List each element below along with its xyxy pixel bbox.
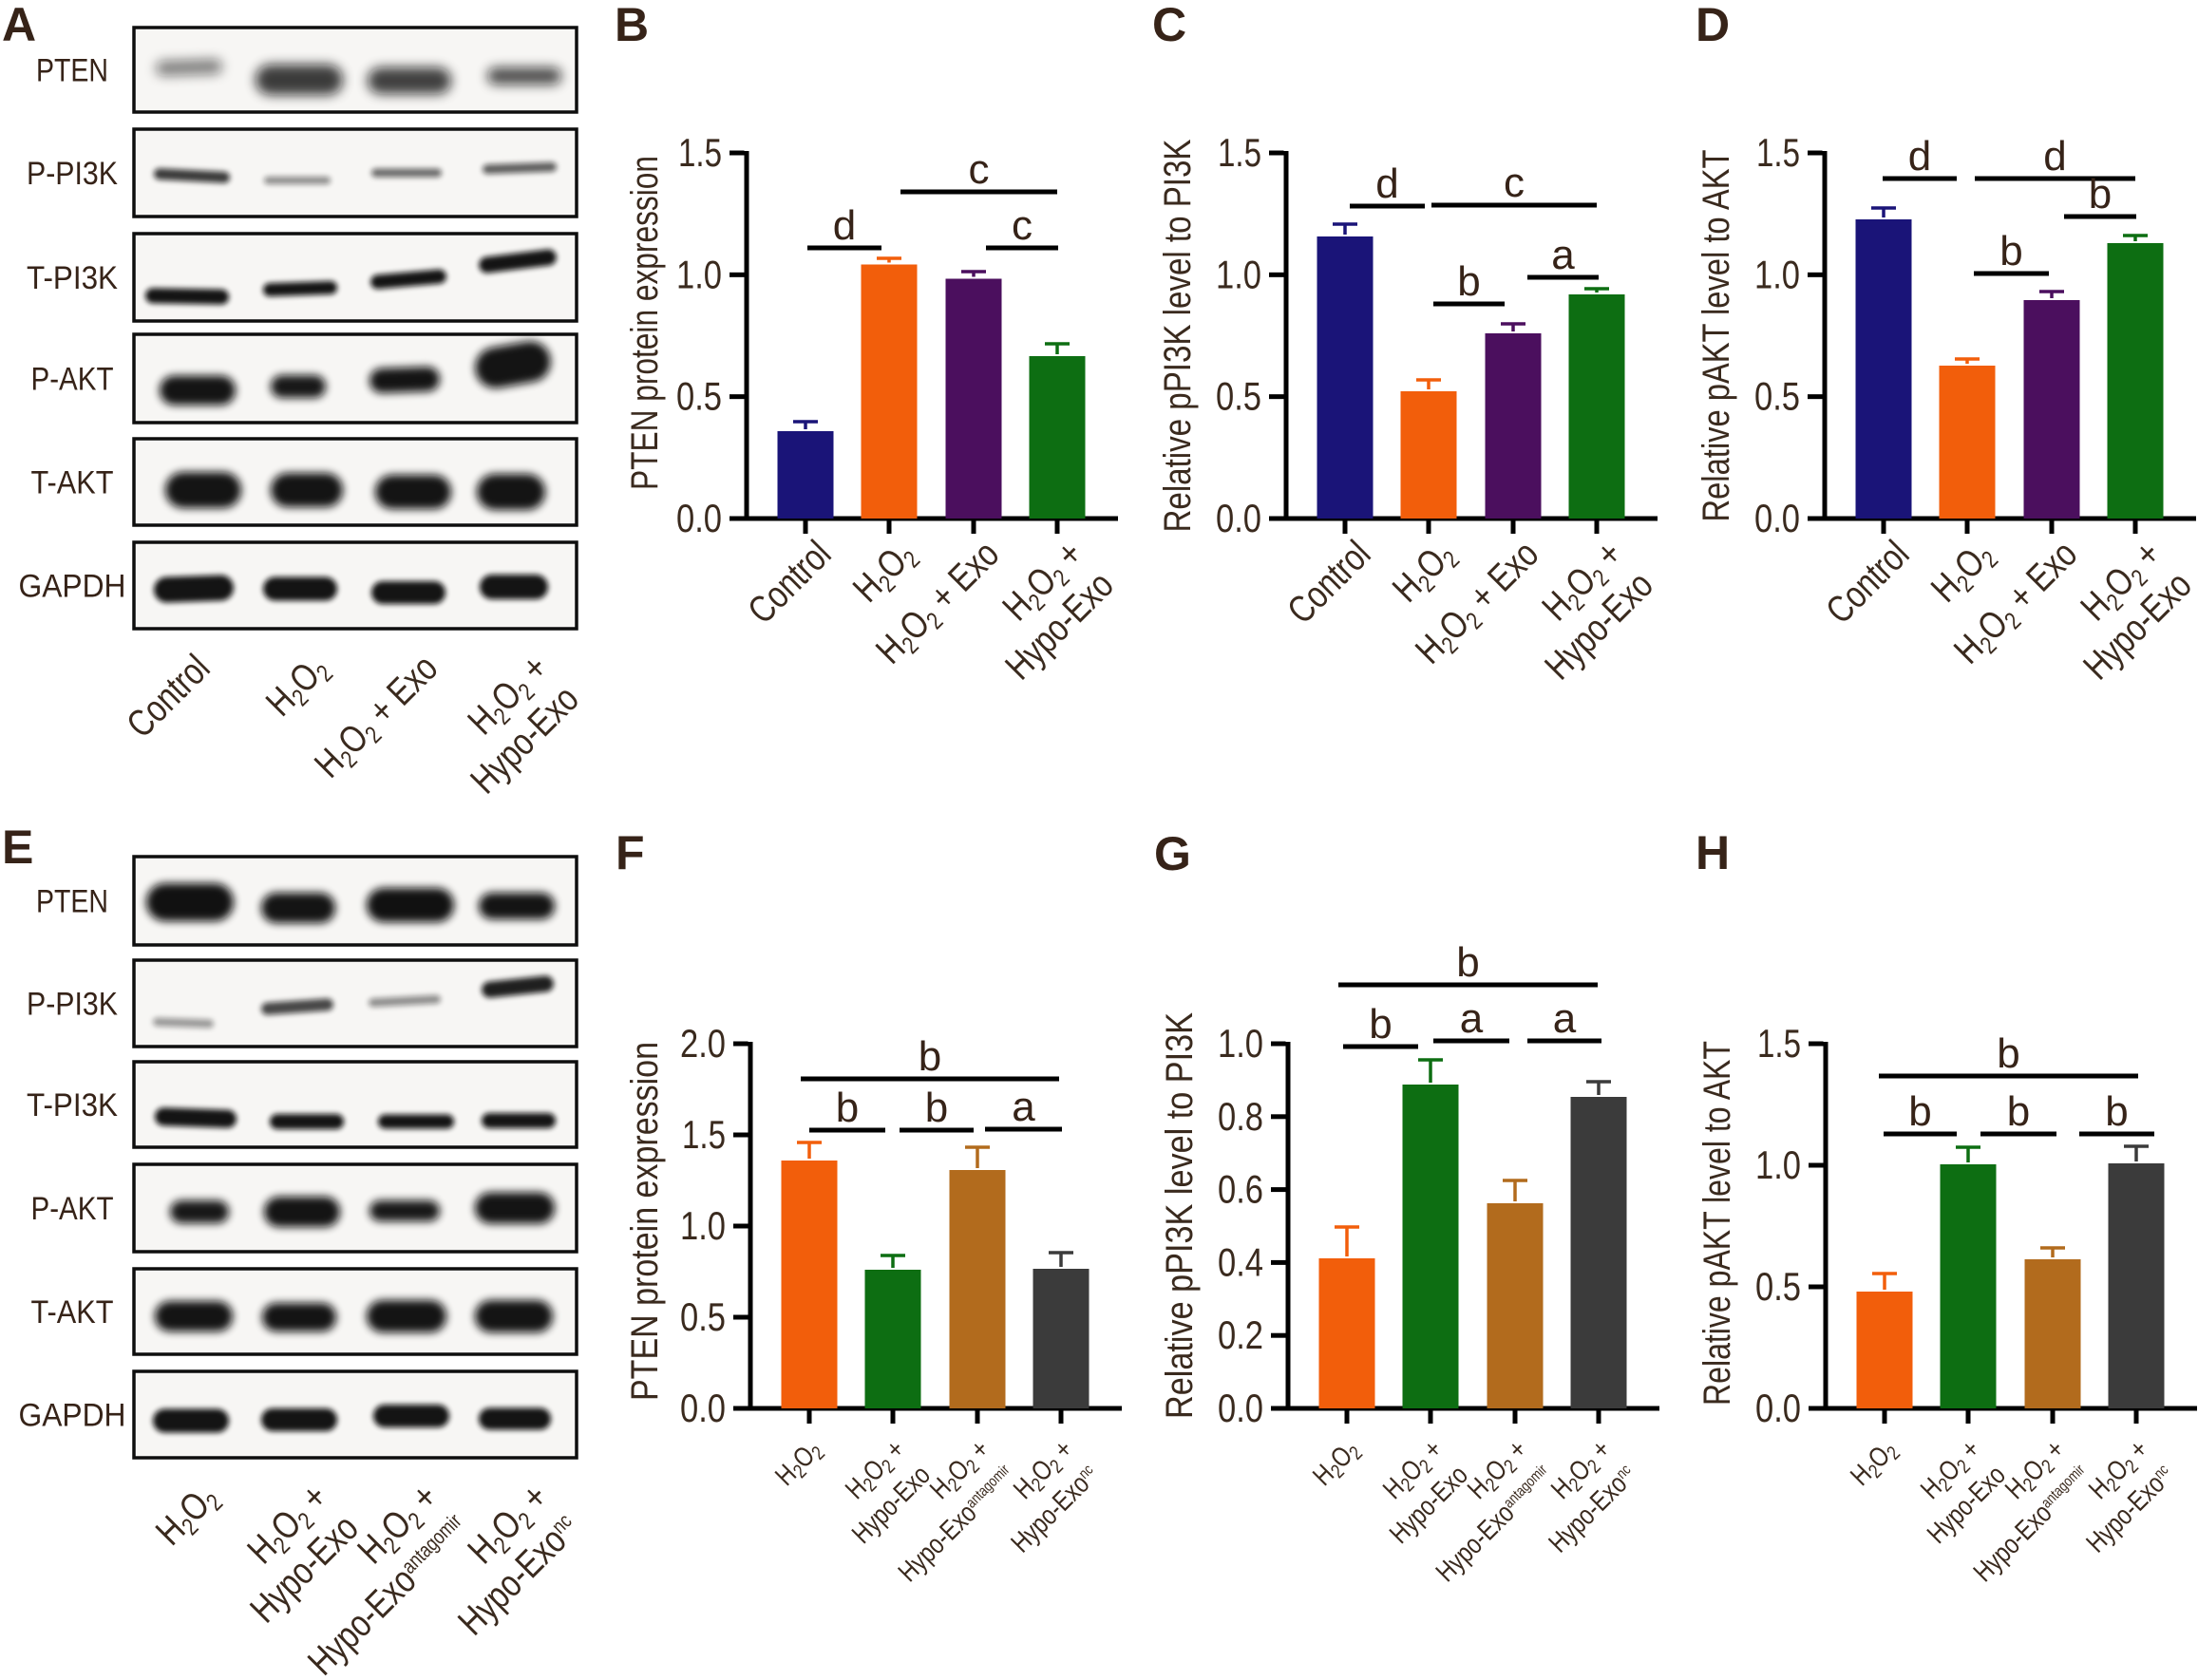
svg-text:Relative pPI3K level to PI3K: Relative pPI3K level to PI3K <box>1157 139 1199 532</box>
svg-text:1.0: 1.0 <box>680 1203 726 1248</box>
svg-text:GAPDH: GAPDH <box>19 569 126 605</box>
svg-text:0.5: 0.5 <box>676 374 722 419</box>
svg-text:0.4: 0.4 <box>1218 1239 1263 1284</box>
svg-text:0.8: 0.8 <box>1218 1094 1263 1139</box>
svg-text:a: a <box>1012 1084 1035 1130</box>
svg-text:1.5: 1.5 <box>1218 130 1261 175</box>
svg-text:P-PI3K: P-PI3K <box>27 156 118 192</box>
svg-text:0.5: 0.5 <box>1216 374 1261 419</box>
svg-text:A: A <box>2 0 36 51</box>
svg-text:H: H <box>1696 826 1730 879</box>
svg-text:b: b <box>925 1085 948 1131</box>
svg-text:0.6: 0.6 <box>1218 1167 1263 1212</box>
svg-text:T-PI3K: T-PI3K <box>27 260 118 296</box>
svg-text:E: E <box>2 821 33 874</box>
svg-text:0.2: 0.2 <box>1218 1312 1263 1357</box>
svg-text:0.5: 0.5 <box>1755 1264 1801 1309</box>
svg-text:0.5: 0.5 <box>680 1294 726 1339</box>
svg-text:2.0: 2.0 <box>680 1021 726 1066</box>
svg-text:1.5: 1.5 <box>1756 130 1800 175</box>
svg-text:c: c <box>1012 202 1033 249</box>
svg-text:C: C <box>1152 0 1186 51</box>
svg-text:b: b <box>2007 1088 2030 1135</box>
svg-text:a: a <box>1553 995 1577 1042</box>
svg-text:1.0: 1.0 <box>1216 252 1261 296</box>
svg-text:0.0: 0.0 <box>1755 1386 1801 1430</box>
svg-text:b: b <box>919 1033 941 1080</box>
svg-text:b: b <box>2105 1088 2128 1135</box>
svg-text:0.0: 0.0 <box>1218 1386 1263 1430</box>
svg-text:0.0: 0.0 <box>676 496 722 540</box>
svg-text:d: d <box>1908 133 1931 179</box>
svg-text:b: b <box>1369 1001 1392 1048</box>
svg-text:d: d <box>2043 133 2066 179</box>
svg-text:b: b <box>2089 171 2112 217</box>
svg-text:0.0: 0.0 <box>1216 496 1261 540</box>
svg-text:PTEN: PTEN <box>36 53 108 89</box>
svg-text:Relative pPI3K level to PI3K: Relative pPI3K level to PI3K <box>1159 1012 1201 1419</box>
svg-text:Relative pAKT level to AKT: Relative pAKT level to AKT <box>1696 150 1737 522</box>
svg-text:1.0: 1.0 <box>1755 1142 1801 1187</box>
svg-text:c: c <box>1504 160 1525 206</box>
svg-text:1.5: 1.5 <box>678 130 722 175</box>
svg-text:b: b <box>1908 1088 1931 1135</box>
svg-text:b: b <box>1457 258 1480 305</box>
svg-text:PTEN: PTEN <box>36 884 108 920</box>
svg-text:0.0: 0.0 <box>1754 496 1800 540</box>
svg-text:0.5: 0.5 <box>1754 374 1800 419</box>
svg-text:F: F <box>616 826 645 879</box>
svg-text:T-AKT: T-AKT <box>31 1294 114 1331</box>
svg-text:0.0: 0.0 <box>680 1386 726 1430</box>
svg-text:b: b <box>1999 228 2022 274</box>
svg-text:c: c <box>969 146 990 193</box>
svg-text:1.0: 1.0 <box>1754 252 1800 296</box>
svg-text:B: B <box>615 0 649 51</box>
svg-text:P-AKT: P-AKT <box>31 362 114 398</box>
svg-text:d: d <box>833 202 856 249</box>
svg-text:a: a <box>1460 995 1484 1042</box>
svg-text:b: b <box>836 1085 859 1131</box>
svg-text:P-PI3K: P-PI3K <box>27 987 118 1023</box>
svg-text:G: G <box>1154 827 1191 880</box>
svg-text:1.5: 1.5 <box>682 1112 726 1157</box>
svg-text:a: a <box>1551 232 1575 278</box>
svg-text:D: D <box>1696 0 1730 51</box>
svg-text:GAPDH: GAPDH <box>19 1398 126 1434</box>
svg-text:b: b <box>1456 939 1479 986</box>
svg-text:Relative pAKT level to AKT: Relative pAKT level to AKT <box>1696 1041 1738 1406</box>
svg-text:1.5: 1.5 <box>1757 1021 1801 1066</box>
svg-text:d: d <box>1375 160 1398 207</box>
svg-text:1.0: 1.0 <box>1218 1021 1263 1066</box>
svg-text:PTEN protein expression: PTEN protein expression <box>624 1042 666 1401</box>
svg-text:P-AKT: P-AKT <box>31 1191 114 1227</box>
svg-text:PTEN protein expression: PTEN protein expression <box>624 156 666 490</box>
svg-text:T-PI3K: T-PI3K <box>27 1087 118 1123</box>
svg-text:b: b <box>1997 1030 2019 1077</box>
svg-text:T-AKT: T-AKT <box>31 465 114 501</box>
svg-text:1.0: 1.0 <box>676 252 722 296</box>
